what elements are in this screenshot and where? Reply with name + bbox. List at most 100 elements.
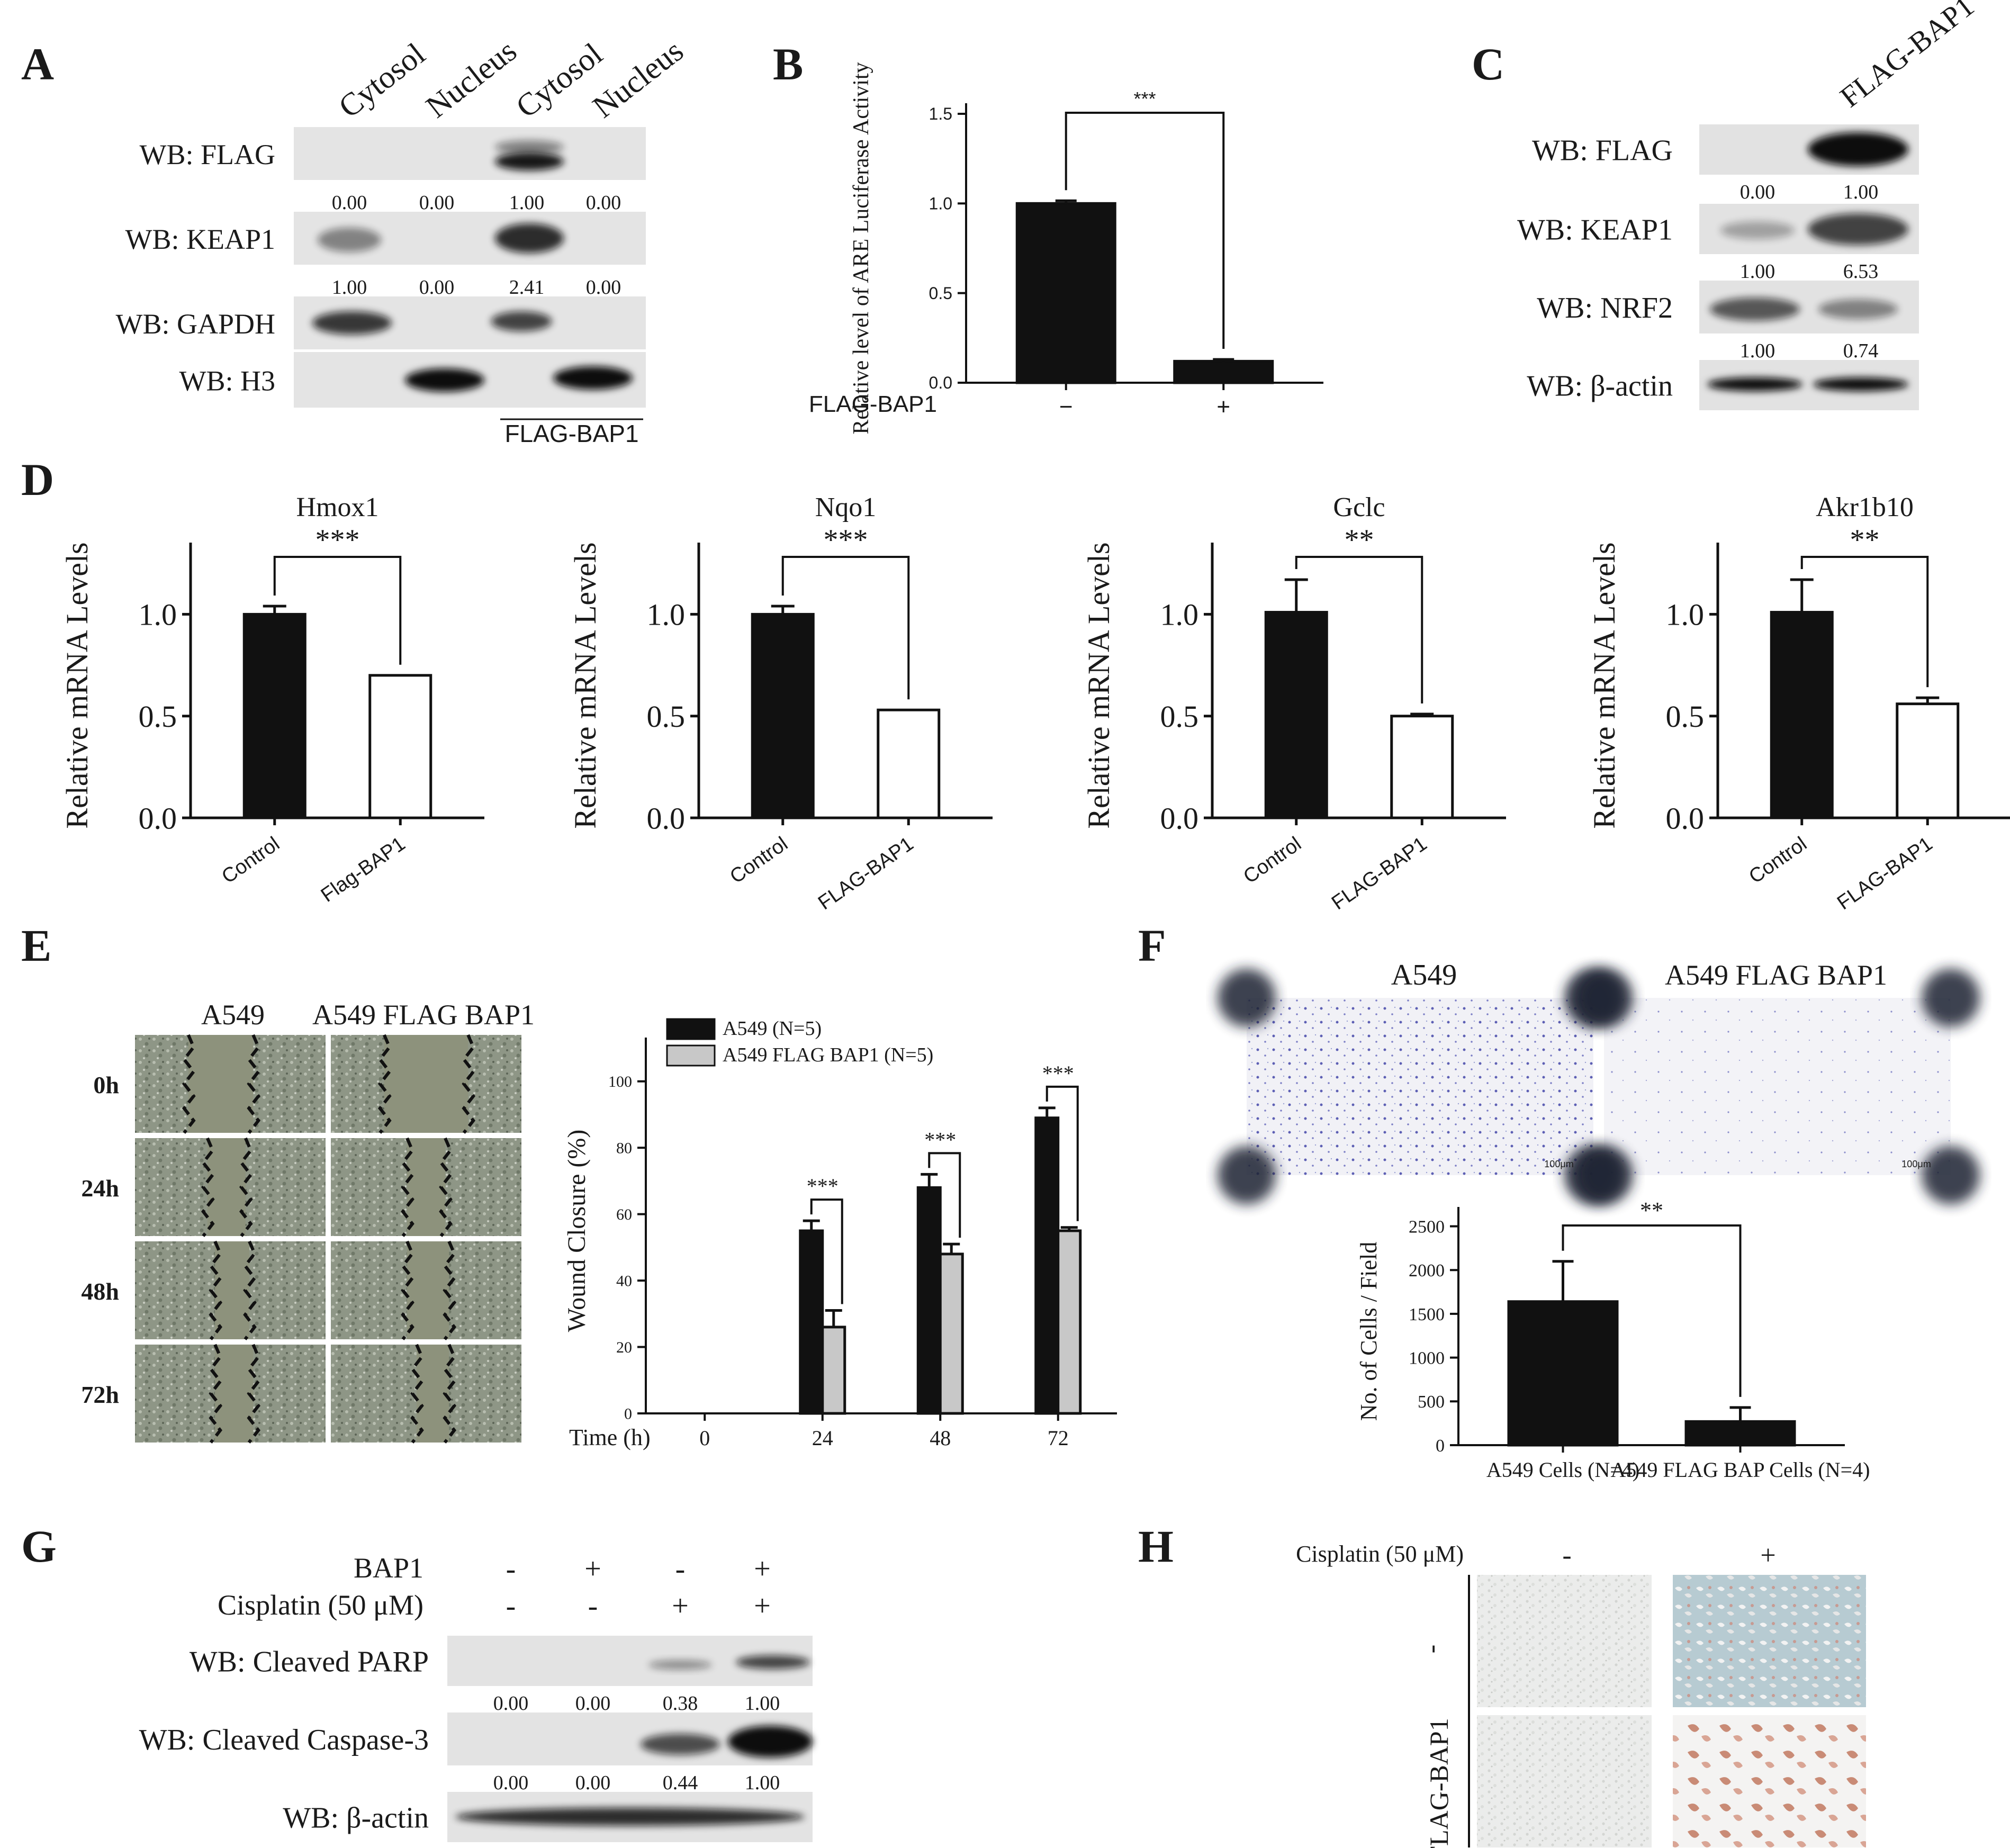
- blot-band: [1813, 377, 1908, 391]
- bar: [1264, 611, 1328, 819]
- wound-gap: [215, 1345, 254, 1443]
- wound-edge: [243, 1240, 257, 1340]
- y-tick-label: 0.0: [1160, 801, 1199, 835]
- x-tick-label: Control: [1745, 833, 1810, 888]
- legend-swatch: [666, 1044, 716, 1067]
- quant-value: 0.00: [1740, 181, 1775, 203]
- y-axis-label: Relative mRNA Levels: [1587, 542, 1621, 828]
- blot-band: [455, 1808, 805, 1826]
- wound-edge: [410, 1344, 424, 1444]
- y-tick-label: 1.0: [139, 598, 177, 632]
- significance-bracket: [1800, 556, 1929, 688]
- x-tick-label: Control: [1239, 833, 1305, 888]
- blot-label: WB: NRF2: [1537, 292, 1673, 324]
- row-label: 0h: [93, 1071, 119, 1098]
- quant-value: 1.00: [745, 1772, 780, 1794]
- blot-label: WB: KEAP1: [125, 223, 276, 255]
- blot-band: [736, 1655, 810, 1669]
- transwell-image: [1604, 998, 1951, 1175]
- quant-value: 1.00: [509, 192, 545, 214]
- blot-band: [495, 152, 564, 170]
- wound-edge: [439, 1137, 453, 1237]
- significance-bracket: [928, 1152, 961, 1238]
- blot-label: WB: Cleaved Caspase-3: [139, 1724, 429, 1756]
- quant-value: 1.00: [1843, 181, 1879, 203]
- vignette: [1922, 1146, 1980, 1204]
- chart-title: Nqo1: [815, 492, 877, 522]
- y-tick-label: 1.0: [1666, 598, 1705, 632]
- blot-band: [495, 223, 564, 253]
- wound-gap: [407, 1138, 445, 1236]
- significance-stars: ***: [1042, 1061, 1074, 1085]
- blot-membrane: [294, 127, 646, 180]
- row-label: 72h: [81, 1381, 119, 1408]
- panel-e-images: A549 A549 FLAG BAP1 0h 24h 48h 72h: [81, 999, 535, 1444]
- y-tick-label: 1.0: [929, 194, 952, 213]
- vignette: [1218, 969, 1276, 1027]
- blot-band: [1808, 213, 1908, 245]
- micrograph: [1477, 1715, 1652, 1847]
- y-tick-label: 0.0: [1666, 801, 1705, 835]
- significance-stars: ***: [807, 1174, 839, 1198]
- blot-band: [491, 311, 552, 331]
- y-tick-label: 100: [608, 1073, 632, 1090]
- legend-label: A549 (N=5): [723, 1017, 822, 1040]
- chart-e: 0 20 40 60 80 100 Wound Closure (%) Time (h) 0 24…: [563, 1017, 1117, 1450]
- micrograph: [1477, 1575, 1652, 1707]
- lane-label: Cytosol: [332, 36, 431, 124]
- bar: [751, 612, 815, 819]
- blot-band: [1818, 299, 1898, 319]
- legend-label: A549 FLAG BAP1 (N=5): [723, 1044, 933, 1066]
- wound-edge: [443, 1344, 457, 1444]
- bar: [916, 1186, 942, 1415]
- panel-letter-c: C: [1472, 39, 1504, 89]
- significance-bracket: [781, 556, 910, 700]
- panel-letter-d: D: [21, 454, 54, 505]
- x-tick-label: Flag-BAP1: [317, 833, 410, 907]
- y-tick-label: 0.5: [1160, 699, 1199, 734]
- y-tick-label: 0: [1436, 1436, 1445, 1456]
- wound-edge: [462, 1034, 476, 1134]
- blot-label: WB: FLAG: [1532, 134, 1673, 167]
- panel-letter-f: F: [1138, 920, 1166, 971]
- chart-title: Hmox1: [296, 492, 379, 522]
- quant-value: 0.00: [493, 1692, 529, 1715]
- bar: [1015, 202, 1116, 384]
- quant-value: 0.74: [1843, 340, 1879, 362]
- quant-value: 1.00: [1740, 340, 1775, 362]
- y-tick-label: 20: [616, 1339, 632, 1356]
- treatment-label: Cisplatin (50 μM): [1296, 1541, 1464, 1567]
- row-label: -: [1416, 1645, 1446, 1654]
- sign: +: [754, 1553, 771, 1585]
- x-tick-label: −: [1059, 394, 1073, 420]
- x-axis-label: Time (h): [569, 1425, 651, 1450]
- blot-label: WB: KEAP1: [1517, 214, 1673, 247]
- lane-header: FLAG-BAP1: [1834, 0, 1980, 114]
- significance-stars: **: [1640, 1197, 1663, 1223]
- blot-band: [641, 1734, 720, 1755]
- blot-band: [318, 228, 381, 252]
- row-label: FLAG-BAP1: [809, 391, 937, 417]
- quant-value: 0.38: [663, 1692, 698, 1715]
- blot-band: [495, 140, 564, 154]
- y-tick-label: 2000: [1409, 1261, 1445, 1281]
- significance-stars: **: [1850, 524, 1880, 556]
- quant-value: 0.44: [663, 1772, 698, 1794]
- bar: [799, 1229, 824, 1415]
- significance-bracket: [1065, 112, 1225, 349]
- panel-g: BAP1 Cisplatin (50 μM) - + - + - - + + WB: Cleaved…: [139, 1552, 813, 1842]
- significance-stars: ***: [1133, 88, 1156, 110]
- blot-band: [1720, 221, 1795, 239]
- y-axis-label: No. of Cells / Field: [1356, 1242, 1382, 1421]
- bar: [1507, 1300, 1619, 1447]
- blot-band: [1707, 377, 1802, 391]
- significance-stars: ***: [924, 1128, 956, 1151]
- y-axis-label: Relative mRNA Levels: [568, 542, 602, 828]
- y-tick-label: 0.5: [647, 699, 686, 734]
- y-axis-label: Wound Closure (%): [563, 1130, 591, 1332]
- blot-label: WB: H3: [179, 365, 276, 397]
- col-sign: +: [1760, 1540, 1775, 1571]
- x-tick-label: FLAG-BAP1: [1833, 833, 1936, 914]
- sign: -: [506, 1553, 516, 1585]
